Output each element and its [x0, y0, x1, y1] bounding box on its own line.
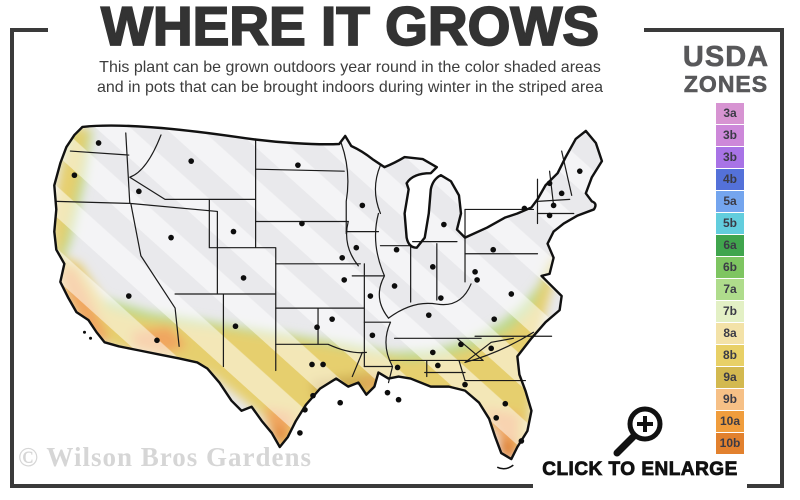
zone-chip-label: 3a	[723, 106, 737, 121]
page-title: WHERE IT GROWS	[100, 0, 600, 58]
zone-chip-label: 8b	[722, 348, 737, 363]
legend-title: USDA ZONES	[660, 41, 792, 97]
title-background-patch	[48, 0, 644, 56]
legend-title-zones: ZONES	[683, 71, 769, 97]
zone-chip-label: 6b	[722, 260, 737, 275]
magnifier-zoom-plus-icon[interactable]	[608, 402, 670, 458]
subtitle: This plant can be grown outdoors year ro…	[30, 58, 670, 98]
zone-chip-label: 9b	[722, 392, 737, 407]
zone-chip: 8b	[716, 344, 744, 366]
zone-chip-label: 8a	[723, 326, 737, 341]
us-hardiness-map	[10, 112, 614, 481]
zone-chip-label: 7a	[723, 282, 737, 297]
zone-chip-label: 3b	[722, 128, 737, 143]
click-to-enlarge-button[interactable]: CLICK TO ENLARGE	[542, 459, 738, 481]
zone-chip: 3b	[716, 124, 744, 146]
zone-chip: 7b	[716, 300, 744, 322]
us-map-svg	[53, 124, 604, 470]
zone-chip: 6a	[716, 234, 744, 256]
zone-chip: 4b	[716, 168, 744, 190]
subtitle-line-2: and in pots that can be brought indoors …	[96, 79, 604, 96]
enlarge-background-patch	[533, 454, 747, 490]
subtitle-line-1: This plant can be grown outdoors year ro…	[99, 59, 601, 76]
florida-keys	[496, 464, 514, 470]
zone-chip: 10a	[716, 410, 744, 432]
zone-chip: 9b	[716, 388, 744, 410]
zone-chip-label: 5b	[722, 216, 737, 231]
zone-chip: 7a	[716, 278, 744, 300]
zone-chip: 9a	[716, 366, 744, 388]
zone-chip-label: 4b	[722, 172, 737, 187]
zone-chip-label: 10b	[719, 436, 741, 451]
zone-chip: 3a	[716, 103, 744, 124]
zone-chip: 5b	[716, 212, 744, 234]
zone-chip-label: 3b	[722, 150, 737, 165]
zone-chip-label: 6a	[723, 238, 737, 253]
zone-chip: 10b	[716, 432, 744, 454]
watermark: © Wilson Bros Gardens	[18, 442, 312, 472]
legend-title-usda: USDA	[682, 41, 770, 73]
city-dots	[71, 140, 583, 444]
zone-chip: 8a	[716, 322, 744, 344]
zone-chip: 5a	[716, 190, 744, 212]
usda-zone-legend: 3a 3b 3b 4b 5a 5b 6a 6b 7a 7b 8a 8b 9a 9…	[716, 103, 744, 454]
zone-chip: 6b	[716, 256, 744, 278]
zone-chip-label: 9a	[723, 370, 737, 385]
zone-chip-label: 10a	[719, 414, 741, 429]
zone-chip: 3b	[716, 146, 744, 168]
zone-chip-label: 5a	[723, 194, 737, 209]
zone-chip-label: 7b	[722, 304, 737, 319]
striped-overlay	[54, 125, 602, 460]
